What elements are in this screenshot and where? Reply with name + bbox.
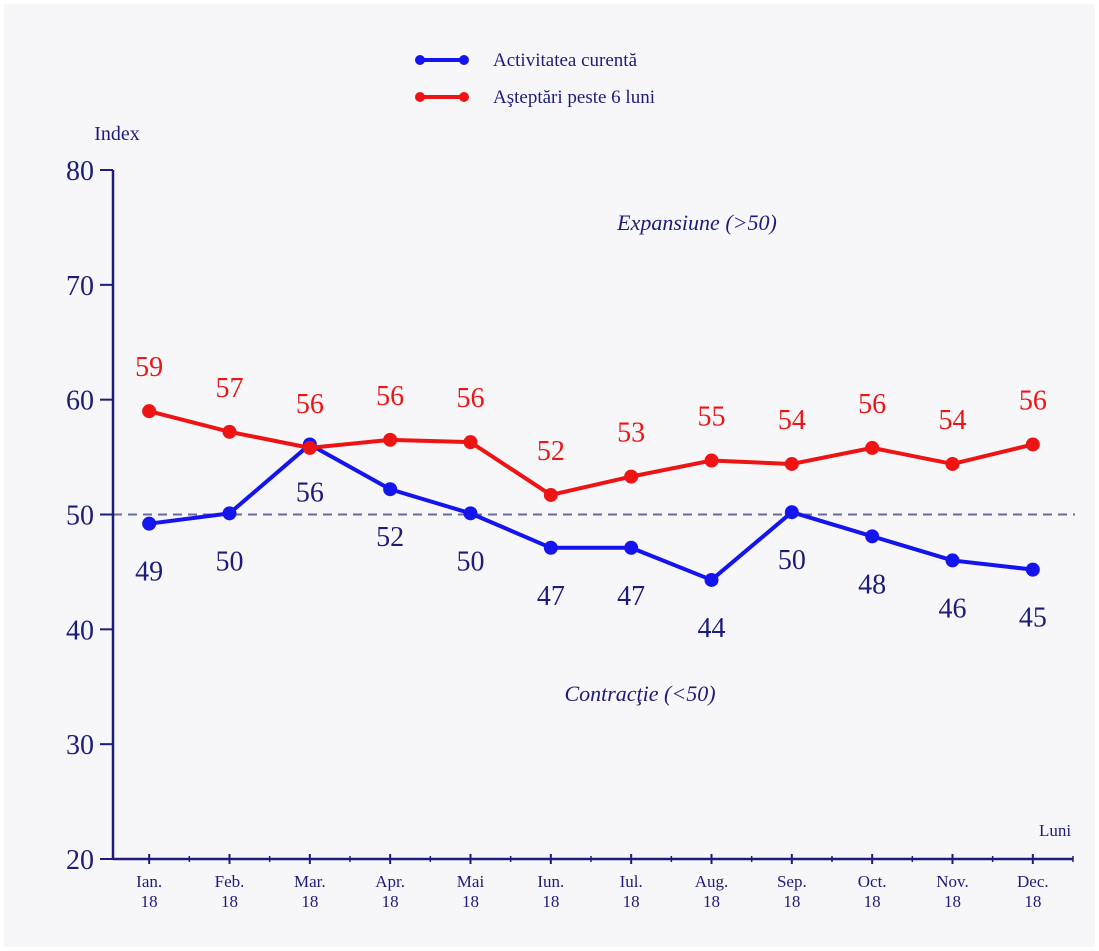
data-label: 45: [1019, 603, 1047, 634]
annotation: Contracţie (<50): [564, 681, 715, 706]
data-label: 56: [1019, 385, 1047, 416]
data-point: [142, 404, 157, 419]
x-tick-label: Mar. 18: [294, 872, 326, 911]
x-tick-label: Ian. 18: [136, 872, 163, 911]
data-label: 56: [858, 389, 886, 420]
legend-label: Aşteptări peste 6 luni: [493, 87, 655, 108]
x-tick-label: Aug. 18: [694, 872, 729, 911]
data-label: 47: [537, 581, 565, 612]
data-point: [784, 456, 799, 471]
data-point: [945, 553, 960, 568]
data-point: [624, 540, 639, 555]
data-label: 56: [296, 477, 324, 508]
data-point: [1025, 562, 1040, 577]
x-tick-label: Sep. 18: [776, 872, 807, 911]
data-label: 55: [698, 402, 726, 433]
x-axis-label: Luni: [1039, 821, 1071, 840]
x-tick-label: Feb. 18: [214, 872, 245, 911]
y-tick-label: 80: [66, 156, 94, 187]
data-point: [543, 487, 558, 502]
data-label: 52: [537, 436, 565, 467]
data-label: 57: [216, 373, 244, 404]
data-point: [383, 432, 398, 447]
data-label: 46: [939, 593, 967, 624]
data-label: 54: [778, 405, 806, 436]
x-tick-label: Iun. 18: [537, 872, 565, 911]
data-label: 56: [376, 381, 404, 412]
data-label: 53: [617, 418, 645, 449]
data-label: 48: [858, 569, 886, 600]
data-label: 50: [216, 546, 244, 577]
series-line: [148, 409, 1034, 497]
data-point: [302, 440, 317, 455]
legend-marker: [459, 55, 469, 65]
data-point: [624, 469, 639, 484]
legend-marker: [415, 92, 425, 102]
data-point: [463, 506, 478, 521]
data-point: [865, 529, 880, 544]
data-label: 52: [376, 522, 404, 553]
data-label: 56: [457, 383, 485, 414]
data-label: 59: [135, 352, 163, 383]
data-point: [784, 505, 799, 520]
x-tick-label: Dec. 18: [1017, 872, 1049, 911]
data-label: 54: [939, 405, 967, 436]
x-tick-label: Mai 18: [456, 872, 485, 911]
x-tick-label: Oct. 18: [857, 872, 887, 911]
data-point: [543, 540, 558, 555]
y-tick-label: 50: [66, 501, 94, 532]
y-tick-label: 60: [66, 386, 94, 417]
data-label: 49: [135, 557, 163, 588]
data-point: [1025, 437, 1040, 452]
legend-marker: [415, 55, 425, 65]
data-point: [865, 440, 880, 455]
data-point: [945, 456, 960, 471]
background: [4, 4, 1095, 947]
data-point: [222, 424, 237, 439]
legend-label: Activitatea curentă: [493, 50, 638, 71]
data-point: [704, 453, 719, 468]
y-tick-label: 70: [66, 271, 94, 302]
data-point: [142, 516, 157, 531]
data-point: [383, 482, 398, 497]
data-label: 50: [778, 545, 806, 576]
y-tick-label: 40: [66, 615, 94, 646]
data-label: 50: [457, 546, 485, 577]
data-point: [463, 435, 478, 450]
x-tick-label: Iul. 18: [619, 872, 643, 911]
annotation: Expansiune (>50): [616, 210, 777, 235]
data-label: 56: [296, 389, 324, 420]
data-label: 47: [617, 581, 645, 612]
legend-marker: [459, 92, 469, 102]
data-label: 44: [698, 613, 726, 644]
y-tick-label: 30: [66, 730, 94, 761]
x-tick-label: Nov. 18: [936, 872, 969, 911]
series-line: [148, 442, 1034, 582]
data-point: [222, 506, 237, 521]
x-tick-label: Apr. 18: [375, 872, 406, 911]
data-point: [704, 572, 719, 587]
y-tick-label: 20: [66, 845, 94, 876]
y-axis-label: Index: [94, 123, 140, 145]
